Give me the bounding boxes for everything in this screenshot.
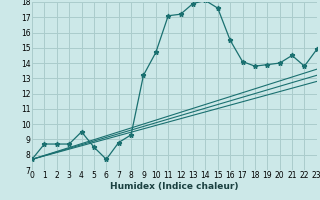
X-axis label: Humidex (Indice chaleur): Humidex (Indice chaleur) [110, 182, 239, 191]
